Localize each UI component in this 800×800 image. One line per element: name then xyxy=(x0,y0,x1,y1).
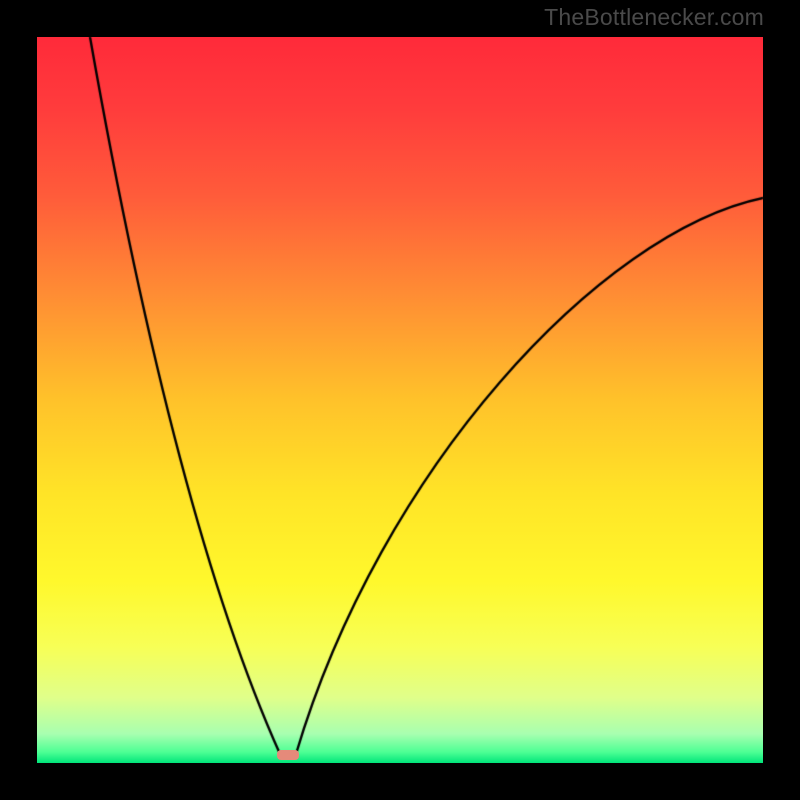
bottom-marker-pill xyxy=(277,750,299,760)
bottleneck-curve xyxy=(0,0,800,800)
chart-container: TheBottlenecker.com xyxy=(0,0,800,800)
watermark-text: TheBottlenecker.com xyxy=(544,4,764,31)
